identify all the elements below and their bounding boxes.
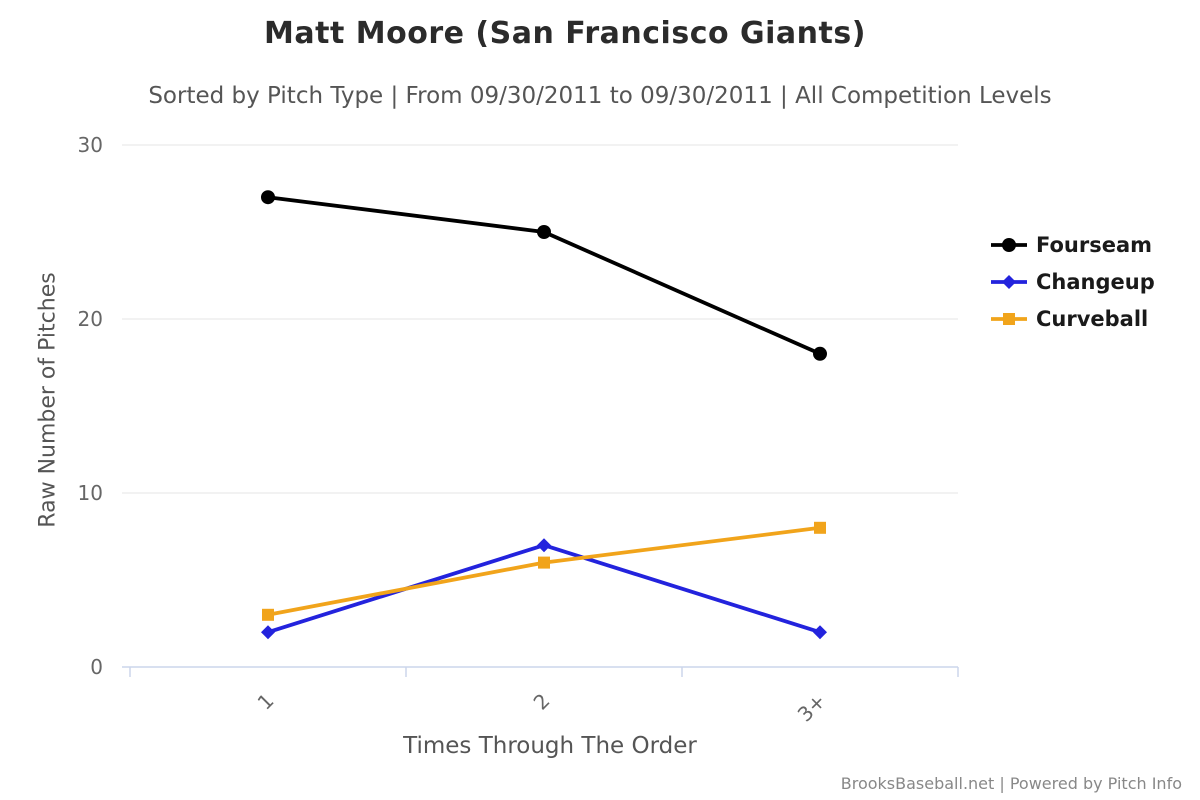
x-tick-label: 3+ (793, 689, 831, 727)
y-tick-label: 20 (78, 307, 103, 331)
x-tick-label: 2 (529, 689, 555, 715)
x-tick-label: 1 (253, 689, 279, 715)
legend-item-curveball[interactable]: Curveball (990, 307, 1155, 331)
x-axis-title: Times Through The Order (403, 733, 697, 759)
legend-label: Curveball (1036, 307, 1149, 331)
legend-marker-square-icon (991, 313, 1027, 325)
series-point-fourseam (537, 225, 551, 239)
chart-title: Matt Moore (San Francisco Giants) (264, 16, 866, 51)
series-point-curveball (814, 521, 826, 534)
series-line-fourseam (266, 195, 822, 356)
legend-label: Fourseam (1036, 233, 1153, 257)
legend: Fourseam Changeup Curveball (990, 233, 1155, 344)
y-tick-label: 30 (78, 133, 103, 157)
series-point-fourseam (813, 346, 827, 361)
legend-marker-circle-icon (991, 238, 1027, 252)
legend-item-changeup[interactable]: Changeup (990, 270, 1155, 294)
series-point-changeup (537, 538, 551, 553)
y-tick-label: 0 (90, 655, 103, 679)
series-point-changeup (813, 625, 827, 640)
legend-label: Changeup (1036, 270, 1155, 294)
legend-marker-diamond-icon (991, 275, 1027, 289)
y-tick-label: 10 (78, 481, 103, 505)
legend-marker-shape (1002, 238, 1016, 252)
y-axis-title: Raw Number of Pitches (35, 272, 61, 528)
series-point-curveball (262, 608, 274, 621)
series-point-fourseam (261, 190, 275, 205)
legend-item-fourseam[interactable]: Fourseam (990, 233, 1155, 257)
legend-marker-shape (1002, 275, 1016, 289)
series-point-curveball (538, 556, 550, 569)
legend-marker-shape (1003, 313, 1015, 325)
credit-text: BrooksBaseball.net | Powered by Pitch In… (840, 774, 1182, 793)
series-point-changeup (261, 625, 275, 640)
chart-subtitle: Sorted by Pitch Type | From 09/30/2011 t… (148, 83, 1052, 109)
